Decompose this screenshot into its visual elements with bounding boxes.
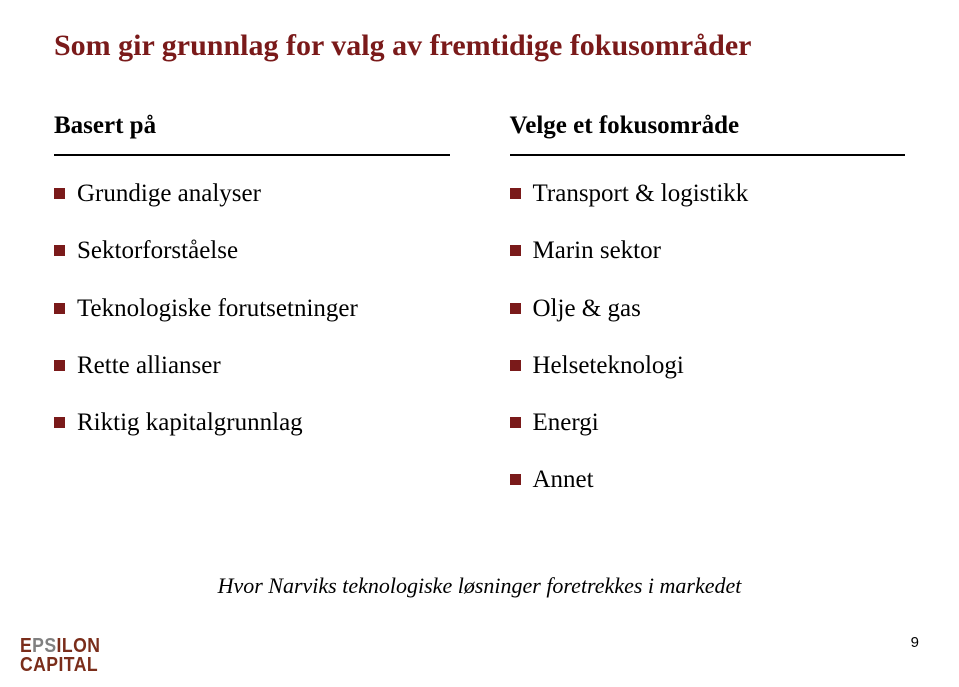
list-item-label: Transport & logistikk bbox=[533, 178, 749, 209]
square-bullet-icon bbox=[510, 417, 521, 428]
left-column-rule bbox=[54, 154, 450, 156]
list-item-label: Sektorforståelse bbox=[77, 235, 238, 266]
list-item: Marin sektor bbox=[510, 235, 906, 266]
square-bullet-icon bbox=[510, 303, 521, 314]
list-item: Helseteknologi bbox=[510, 350, 906, 381]
list-item: Annet bbox=[510, 464, 906, 495]
square-bullet-icon bbox=[54, 417, 65, 428]
list-item: Sektorforståelse bbox=[54, 235, 450, 266]
list-item: Grundige analyser bbox=[54, 178, 450, 209]
square-bullet-icon bbox=[510, 360, 521, 371]
list-item: Rette allianser bbox=[54, 350, 450, 381]
list-item: Teknologiske forutsetninger bbox=[54, 293, 450, 324]
list-item: Transport & logistikk bbox=[510, 178, 906, 209]
list-item-label: Energi bbox=[533, 407, 599, 438]
slide-title: Som gir grunnlag for valg av fremtidige … bbox=[54, 28, 905, 64]
list-item-label: Annet bbox=[533, 464, 594, 495]
footnote: Hvor Narviks teknologiske løsninger fore… bbox=[0, 573, 959, 599]
list-item-label: Grundige analyser bbox=[77, 178, 261, 209]
right-column-header: Velge et fokusområde bbox=[510, 112, 906, 140]
right-column: Velge et fokusområde Transport & logisti… bbox=[510, 112, 906, 522]
list-item-label: Helseteknologi bbox=[533, 350, 684, 381]
square-bullet-icon bbox=[54, 360, 65, 371]
left-column: Basert på Grundige analyser Sektorforstå… bbox=[54, 112, 450, 522]
list-item-label: Teknologiske forutsetninger bbox=[77, 293, 358, 324]
list-item: Olje & gas bbox=[510, 293, 906, 324]
list-item-label: Marin sektor bbox=[533, 235, 661, 266]
columns-container: Basert på Grundige analyser Sektorforstå… bbox=[54, 112, 905, 522]
square-bullet-icon bbox=[54, 188, 65, 199]
square-bullet-icon bbox=[54, 245, 65, 256]
slide: Som gir grunnlag for valg av fremtidige … bbox=[0, 0, 959, 687]
left-column-header: Basert på bbox=[54, 112, 450, 140]
square-bullet-icon bbox=[54, 303, 65, 314]
list-item-label: Olje & gas bbox=[533, 293, 641, 324]
list-item-label: Rette allianser bbox=[77, 350, 221, 381]
square-bullet-icon bbox=[510, 474, 521, 485]
square-bullet-icon bbox=[510, 188, 521, 199]
list-item: Energi bbox=[510, 407, 906, 438]
left-list: Grundige analyser Sektorforståelse Tekno… bbox=[54, 178, 450, 438]
square-bullet-icon bbox=[510, 245, 521, 256]
logo-line2: CAPITAL bbox=[20, 656, 100, 675]
right-list: Transport & logistikk Marin sektor Olje … bbox=[510, 178, 906, 496]
page-number: 9 bbox=[911, 634, 919, 651]
right-column-rule bbox=[510, 154, 906, 156]
epsilon-capital-logo: EPSILON CAPITAL bbox=[20, 637, 100, 675]
list-item-label: Riktig kapitalgrunnlag bbox=[77, 407, 303, 438]
list-item: Riktig kapitalgrunnlag bbox=[54, 407, 450, 438]
